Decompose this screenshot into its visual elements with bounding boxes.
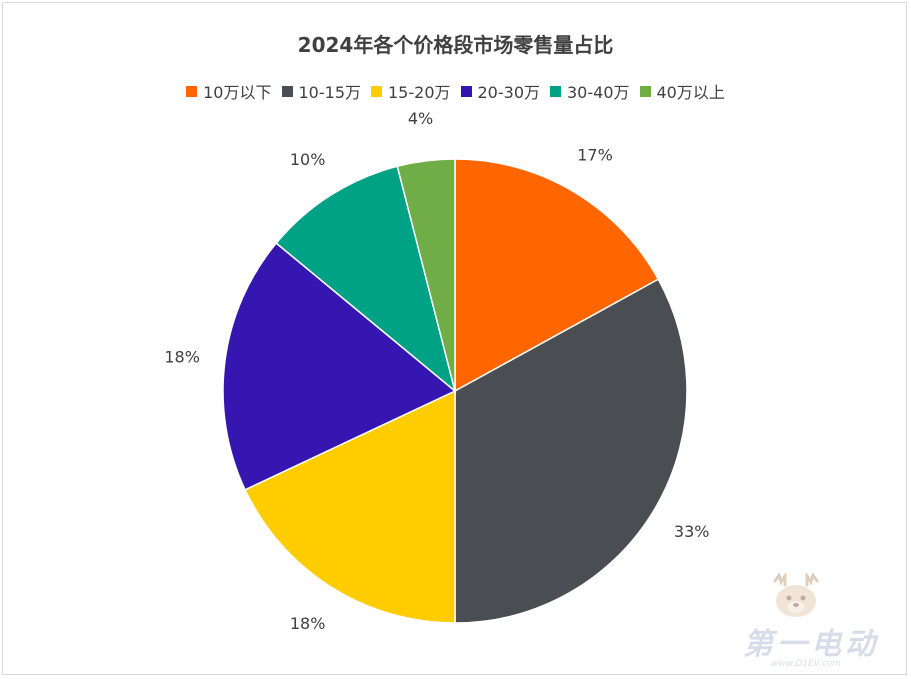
watermark-text: 第一电动	[743, 627, 879, 662]
pie-slice	[454, 158, 660, 393]
chart-title: 2024年各个价格段市场零售量占比	[297, 33, 614, 57]
legend-label: 10-15万	[298, 83, 362, 102]
legend-label: 30-40万	[567, 83, 630, 102]
legend-swatch	[550, 85, 561, 97]
pie-slices	[222, 158, 688, 624]
data-label: 18%	[290, 614, 326, 633]
data-label: 4%	[408, 109, 433, 128]
legend-label: 40万以上	[656, 83, 725, 102]
legend-swatch	[639, 85, 651, 97]
chart-legend: 10万以下 10-15万 15-20万 20-30万 30-40万 40万以上	[3, 79, 908, 103]
legend-swatch	[371, 85, 382, 97]
pie-slice	[396, 158, 456, 392]
legend-swatch	[281, 85, 293, 97]
pie-slice	[454, 278, 688, 624]
data-label: 17%	[577, 145, 613, 164]
deer-mascot-icon	[773, 573, 819, 617]
legend-label: 20-30万	[477, 83, 541, 102]
pie-slice	[275, 165, 457, 394]
legend-item: 10-15万	[281, 79, 362, 103]
legend-label: 15-20万	[388, 83, 451, 102]
pie-slice	[222, 242, 457, 491]
data-label: 10%	[290, 150, 326, 169]
legend-item: 15-20万	[371, 79, 451, 103]
watermark: 第一电动 www.D1EV.com	[743, 573, 903, 673]
legend-item: 40万以上	[639, 79, 725, 103]
legend-label: 10万以下	[203, 83, 272, 102]
legend-item: 10万以下	[186, 79, 272, 103]
legend-swatch	[460, 85, 472, 97]
legend-swatch	[186, 85, 198, 97]
legend-item: 20-30万	[460, 79, 541, 103]
pie-data-labels: 17% 33% 18% 18% 10% 4%	[164, 109, 709, 633]
data-label: 18%	[164, 348, 200, 367]
pie-chart: 17% 33% 18% 18% 10% 4%	[164, 109, 709, 633]
pie-slice	[244, 389, 456, 624]
data-label: 33%	[674, 522, 710, 541]
legend-item: 30-40万	[550, 79, 630, 103]
watermark-url: www.D1EV.com	[771, 659, 841, 669]
